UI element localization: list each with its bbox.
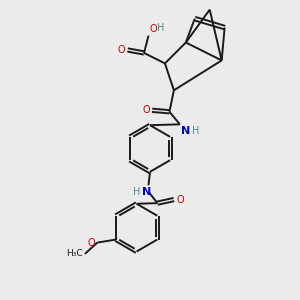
Text: O: O — [87, 238, 95, 248]
Text: H: H — [192, 126, 200, 136]
Text: N: N — [142, 187, 152, 197]
Text: N: N — [182, 126, 190, 136]
Text: O: O — [150, 24, 158, 34]
Text: O: O — [142, 105, 150, 115]
Text: H₃C: H₃C — [66, 249, 83, 258]
Text: H: H — [133, 187, 140, 197]
Text: O: O — [118, 45, 125, 55]
Text: O: O — [176, 195, 184, 205]
Text: H: H — [158, 22, 165, 33]
